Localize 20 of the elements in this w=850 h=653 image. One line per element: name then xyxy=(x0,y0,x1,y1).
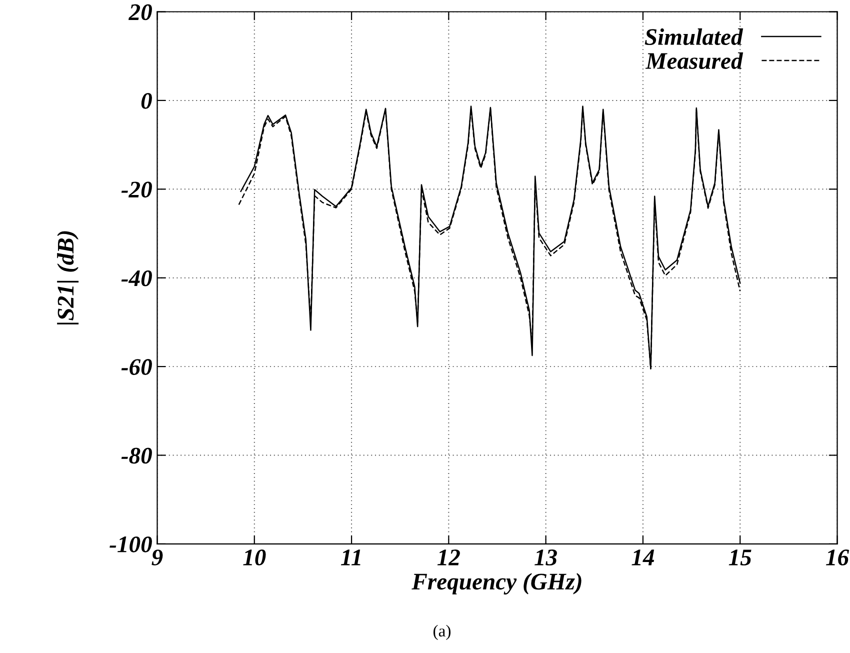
x-tick-label: 12 xyxy=(437,550,460,566)
x-tick-label: 13 xyxy=(534,550,557,566)
y-tick-label: -40 xyxy=(121,270,152,286)
text: (a) xyxy=(433,624,451,640)
legend-label: Simulated xyxy=(644,28,744,46)
y-tick-label: -100 xyxy=(110,536,152,552)
x-axis-title: Frequency (GHz) xyxy=(412,573,582,594)
x-tick-label: 16 xyxy=(826,550,850,566)
x-tick-label: 9 xyxy=(152,550,163,566)
x-tick-label: 10 xyxy=(243,549,266,566)
x-tick-label: 11 xyxy=(340,550,360,566)
y-tick-label: -20 xyxy=(121,182,152,198)
x-tick-label: 15 xyxy=(728,550,752,566)
y-tick-label: -80 xyxy=(121,448,152,464)
x-tick-label: 14 xyxy=(632,550,654,566)
legend-label: Measured xyxy=(645,52,744,70)
y-tick-label: 20 xyxy=(128,4,152,20)
y-tick-label: -60 xyxy=(121,359,152,375)
y-tick-label: 0 xyxy=(141,92,152,109)
y-axis-title: |S21| (dB) xyxy=(57,231,79,324)
